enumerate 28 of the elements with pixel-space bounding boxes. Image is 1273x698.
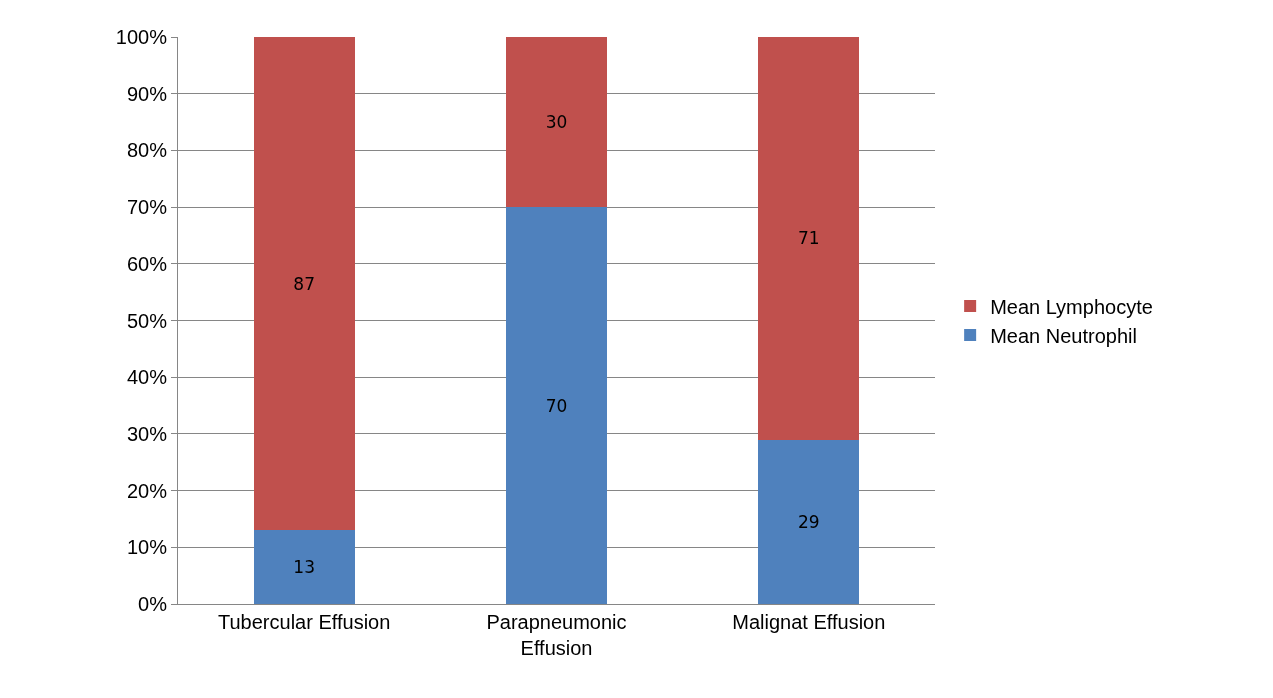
- bar: [253, 530, 355, 604]
- legend-label: Mean Neutrophil: [990, 324, 1137, 347]
- y-tick-label: 40%: [126, 366, 168, 389]
- data-label: 30: [545, 112, 568, 133]
- y-tick-label: 100%: [115, 26, 168, 48]
- y-tick-label: 30%: [126, 422, 168, 445]
- y-tick-label: 70%: [126, 196, 168, 219]
- legend-label: Mean Lymphocyte: [990, 295, 1153, 318]
- bar: [506, 207, 607, 604]
- y-tick-label: 20%: [126, 479, 168, 502]
- y-tick-label: 10%: [126, 536, 168, 559]
- x-tick-label: Tubercular Effusion: [218, 611, 391, 633]
- bar: [253, 37, 355, 531]
- data-label: 87: [293, 273, 315, 294]
- y-tick-label: 80%: [126, 139, 168, 162]
- bar: [758, 37, 860, 440]
- bar: [758, 439, 860, 604]
- data-label: 71: [798, 228, 820, 249]
- y-tick-label: 50%: [126, 309, 168, 332]
- data-label: 13: [293, 557, 315, 578]
- x-tick-label: Parapneumonic Effusion: [486, 611, 627, 659]
- y-tick-label: 0%: [138, 593, 168, 615]
- data-label: 70: [545, 395, 568, 416]
- data-label: 29: [798, 511, 820, 532]
- bar: [506, 37, 607, 208]
- x-tick-label: Malignat Effusion: [732, 611, 886, 633]
- y-tick-label: 90%: [126, 82, 168, 105]
- y-tick-label: 60%: [126, 252, 168, 275]
